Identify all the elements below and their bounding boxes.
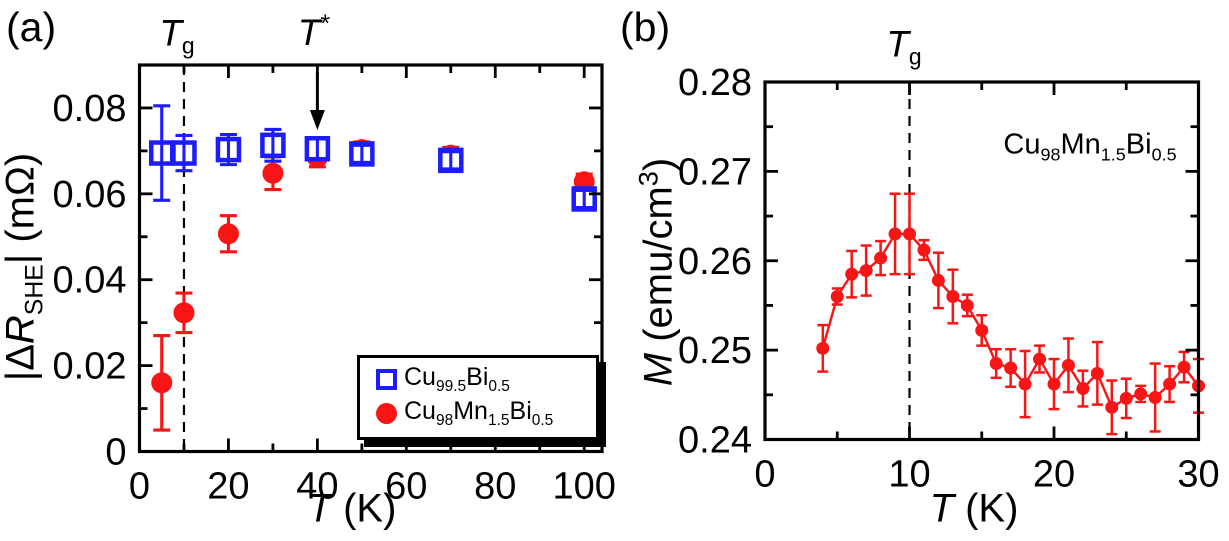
panel-a-letter: (a) <box>6 4 57 50</box>
panel-b-tg-annotation: Tg <box>886 23 922 70</box>
y-tick-label: 0 <box>105 432 126 474</box>
data-point-filled-circle <box>1004 361 1018 375</box>
data-point-filled-circle <box>845 267 859 281</box>
y-tick-label: 0.08 <box>53 88 127 130</box>
data-point-filled-circle <box>1033 352 1047 366</box>
y-tick-label: 0.25 <box>678 330 752 372</box>
data-point-filled-circle <box>173 302 195 324</box>
legend-marker-open-square-icon <box>375 368 397 390</box>
data-point-filled-circle <box>946 290 960 303</box>
legend-label-cu-mn-bi: Cu98Mn1.5Bi0.5 <box>404 396 554 429</box>
data-point-filled-circle <box>888 227 902 241</box>
panel-a-tstar-annotation: T* <box>297 9 331 54</box>
data-point-filled-circle <box>903 227 916 241</box>
legend-marker-filled-circle-icon <box>375 402 397 424</box>
y-tick-label: 0.04 <box>53 260 127 302</box>
panel-a-x-axis-label: T (K) <box>307 486 397 531</box>
x-tick-label: 80 <box>474 466 516 508</box>
data-point-filled-circle <box>1177 360 1191 374</box>
panel-b-letter: (b) <box>620 4 671 50</box>
data-point-filled-circle <box>874 251 888 265</box>
panel-b-sample-label: Cu98Mn1.5Bi0.5 <box>1003 128 1177 165</box>
panel-b-x-axis-label: T (K) <box>929 486 1019 531</box>
data-point-filled-circle <box>151 372 173 394</box>
y-tick-label: 0.06 <box>53 174 127 216</box>
data-point-filled-circle <box>1134 387 1148 401</box>
data-point-filled-circle <box>1018 377 1032 391</box>
legend: Cu99.5Bi0.5 Cu98Mn1.5Bi0.5 <box>357 355 599 440</box>
x-tick-label: 30 <box>1177 454 1219 496</box>
data-point-filled-circle <box>1061 358 1075 372</box>
data-point-filled-circle <box>931 273 945 287</box>
panel-a-y-axis-label: |ΔRSHE| (mΩ) <box>0 152 49 382</box>
data-point-filled-circle <box>1047 377 1061 391</box>
data-point-filled-circle <box>960 298 974 312</box>
legend-entry-cu-bi: Cu99.5Bi0.5 <box>368 363 596 396</box>
y-tick-label: 0.28 <box>678 62 752 104</box>
data-point-filled-circle <box>917 243 931 257</box>
y-tick-label: 0.24 <box>678 420 752 462</box>
data-point-filled-circle <box>975 323 989 337</box>
data-point-filled-circle <box>1163 377 1177 391</box>
y-tick-label: 0.02 <box>53 346 127 388</box>
data-point-filled-circle <box>1119 391 1133 405</box>
x-tick-label: 0 <box>129 466 150 508</box>
data-point-filled-circle <box>830 290 844 303</box>
data-point-filled-circle <box>262 162 284 184</box>
y-tick-label: 0.26 <box>678 241 752 283</box>
data-point-filled-circle <box>217 223 239 245</box>
plot-box <box>137 63 604 454</box>
panel-b-y-axis-label: M (emu/cm3) <box>632 157 681 387</box>
data-point-filled-circle <box>1076 382 1090 396</box>
data-point-filled-circle <box>1090 366 1104 380</box>
x-tick-label: 10 <box>888 454 930 496</box>
tstar-arrow-head <box>309 110 325 130</box>
x-tick-label: 0 <box>754 454 775 496</box>
x-tick-label: 20 <box>1033 454 1075 496</box>
x-tick-label: 40 <box>296 466 338 508</box>
data-point-filled-circle <box>1148 390 1162 404</box>
data-point-filled-circle <box>989 357 1003 371</box>
data-point-filled-circle <box>816 341 830 355</box>
data-point-filled-circle <box>1105 400 1119 414</box>
x-tick-label: 60 <box>385 466 427 508</box>
x-tick-label: 100 <box>553 466 616 508</box>
data-point-filled-circle <box>859 264 873 278</box>
panel-a-tg-annotation: Tg <box>159 12 195 59</box>
x-tick-label: 20 <box>207 466 249 508</box>
legend-entry-cu-mn-bi: Cu98Mn1.5Bi0.5 <box>368 397 596 430</box>
legend-label-cu-bi: Cu99.5Bi0.5 <box>404 363 510 395</box>
y-tick-label: 0.27 <box>678 151 752 193</box>
